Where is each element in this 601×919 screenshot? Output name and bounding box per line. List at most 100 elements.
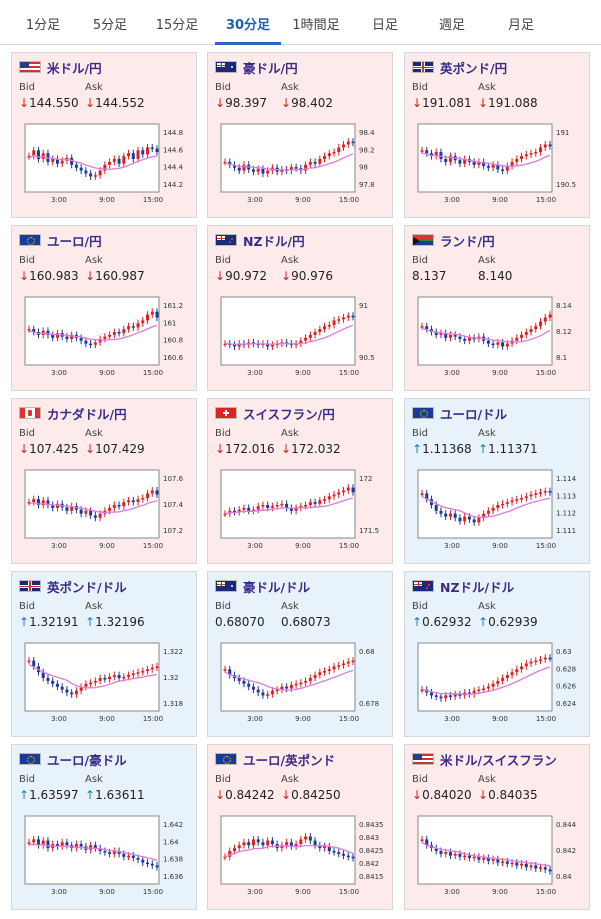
candle-body — [467, 516, 471, 520]
rate-card[interactable]: ユーロ/豪ドル Bid Ask ↑1.63597 ↑1.63611 1.642 1.64 1.… — [11, 744, 197, 910]
pair-name[interactable]: NZドル/円 — [243, 233, 305, 249]
moving-average-line — [421, 666, 551, 695]
rate-card[interactable]: ランド/円 Bid Ask 8.137 8.140 8.14 8.12 8.1 3:00 9:00… — [404, 225, 590, 391]
pair-header[interactable]: 英ポンド/ドル — [19, 578, 127, 595]
rate-card[interactable]: 英ポンド/円 Bid Ask ↓191.081 ↓191.088 191 190.5 3:00… — [404, 52, 590, 218]
x-tick-label: 3:00 — [444, 542, 460, 550]
candle-body — [266, 505, 270, 508]
rate-card[interactable]: 米ドル/円 Bid Ask ↓144.550 ↓144.552 144.8 144.6 144… — [11, 52, 197, 218]
price-chart[interactable]: 172 171.5 3:00 9:00 15:00 — [215, 466, 389, 552]
pair-name[interactable]: 英ポンド/円 — [440, 60, 508, 76]
candle-body — [520, 863, 524, 866]
rate-card[interactable]: ユーロ/円 Bid Ask ↓160.983 ↓160.987 161.2 161 160.8… — [11, 225, 197, 391]
pair-header[interactable]: 米ドル/円 — [19, 59, 102, 76]
pair-name[interactable]: 英ポンド/ドル — [47, 579, 127, 595]
rate-card[interactable]: スイスフラン/円 Bid Ask ↓172.016 ↓172.032 172 171.5 3:… — [207, 398, 393, 564]
pair-header[interactable]: 英ポンド/円 — [412, 59, 508, 76]
candle-body — [472, 690, 476, 695]
candle-body — [79, 844, 83, 847]
candle-body — [448, 695, 452, 697]
candle-body — [89, 173, 93, 177]
pair-header[interactable]: ユーロ/豪ドル — [19, 751, 127, 768]
candle-body — [458, 160, 462, 164]
candle-body — [280, 503, 284, 506]
tab-6[interactable]: 週足 — [438, 18, 465, 33]
candle-body — [342, 317, 346, 320]
pair-header[interactable]: ユーロ/英ポンド — [215, 751, 336, 768]
y-tick-label: 1.114 — [556, 475, 577, 483]
price-chart[interactable]: 107.6 107.4 107.2 3:00 9:00 15:00 — [19, 466, 193, 552]
rate-card[interactable]: 豪ドル/円 Bid Ask ↓98.397 ↓98.402 98.4 98.2 98 97.8 3… — [207, 52, 393, 218]
pair-header[interactable]: 米ドル/スイスフラン — [412, 751, 557, 768]
pair-name[interactable]: ユーロ/英ポンド — [243, 752, 336, 768]
pair-name[interactable]: ユーロ/円 — [47, 233, 102, 249]
pair-header[interactable]: ランド/円 — [412, 232, 495, 249]
rate-card[interactable]: 豪ドル/ドル Bid Ask 0.68070 0.68073 0.68 0.678 3:00 9… — [207, 571, 393, 737]
tab-7[interactable]: 月足 — [507, 18, 534, 33]
price-chart[interactable]: 144.8 144.6 144.4 144.2 3:00 9:00 15:00 — [19, 120, 193, 206]
ask-label: Ask — [281, 428, 299, 439]
price-chart[interactable]: 1.642 1.64 1.638 1.636 3:00 9:00 15:00 — [19, 812, 193, 898]
bid-value: ↑0.62932 — [412, 615, 472, 629]
price-chart[interactable]: 0.8435 0.843 0.8425 0.842 0.8415 3:00 9:00 15:0… — [215, 812, 389, 898]
tab-4[interactable]: 1時間足 — [292, 18, 340, 33]
pair-name[interactable]: 豪ドル/ドル — [243, 579, 311, 595]
plot-area — [220, 123, 356, 193]
tab-0[interactable]: 1分足 — [25, 18, 61, 33]
y-tick-label: 144.6 — [163, 146, 184, 154]
plot-area — [220, 642, 356, 712]
rate-card[interactable]: NZドル/ドル Bid Ask ↑0.62932 ↑0.62939 0.63 0.628 0.… — [404, 571, 590, 737]
candle-body — [270, 690, 274, 695]
pair-name[interactable]: ユーロ/ドル — [440, 406, 508, 422]
candle-body — [112, 159, 116, 162]
pair-name[interactable]: 豪ドル/円 — [243, 60, 298, 76]
pair-header[interactable]: 豪ドル/円 — [215, 59, 298, 76]
rate-card[interactable]: 英ポンド/ドル Bid Ask ↑1.32191 ↑1.32196 1.322 1.32 1.… — [11, 571, 197, 737]
rate-card[interactable]: カナダドル/円 Bid Ask ↓107.425 ↓107.429 107.6 107.4 1… — [11, 398, 197, 564]
pair-header[interactable]: カナダドル/円 — [19, 405, 127, 422]
price-chart[interactable]: 0.63 0.628 0.626 0.624 3:00 9:00 15:00 — [412, 639, 586, 725]
bid-label: Bid — [215, 774, 231, 785]
pair-name[interactable]: ランド/円 — [440, 233, 495, 249]
tab-1[interactable]: 5分足 — [92, 18, 128, 33]
pair-header[interactable]: ユーロ/円 — [19, 232, 102, 249]
candle-body — [117, 332, 121, 334]
candle-body — [289, 167, 293, 171]
rate-card[interactable]: 米ドル/スイスフラン Bid Ask ↓0.84020 ↓0.84035 0.844 0.8… — [404, 744, 590, 910]
price-chart[interactable]: 0.844 0.842 0.84 3:00 9:00 15:00 — [412, 812, 586, 898]
pair-name[interactable]: 米ドル/円 — [47, 60, 102, 76]
candle-body — [453, 694, 457, 697]
pair-name[interactable]: 米ドル/スイスフラン — [440, 752, 557, 768]
price-chart[interactable]: 1.322 1.32 1.318 3:00 9:00 15:00 — [19, 639, 193, 725]
pair-header[interactable]: ユーロ/ドル — [412, 405, 508, 422]
pair-header[interactable]: 豪ドル/ドル — [215, 578, 311, 595]
ask-value: ↓172.032 — [281, 442, 341, 456]
bid-value: ↑1.32191 — [19, 615, 79, 629]
pair-name[interactable]: カナダドル/円 — [47, 406, 127, 422]
tab-5[interactable]: 日足 — [371, 18, 398, 33]
candle-body — [242, 507, 246, 510]
pair-header[interactable]: スイスフラン/円 — [215, 405, 335, 422]
price-chart[interactable]: 98.4 98.2 98 97.8 3:00 9:00 15:00 — [215, 120, 389, 206]
tab-2[interactable]: 15分足 — [155, 18, 199, 33]
pair-name[interactable]: ユーロ/豪ドル — [47, 752, 127, 768]
pair-name[interactable]: スイスフラン/円 — [243, 406, 335, 422]
candle-body — [453, 334, 457, 337]
rate-card[interactable]: NZドル/円 Bid Ask ↓90.972 ↓90.976 91 90.5 3:00 9:00… — [207, 225, 393, 391]
pair-header[interactable]: NZドル/円 — [215, 232, 305, 249]
price-chart[interactable]: 191 190.5 3:00 9:00 15:00 — [412, 120, 586, 206]
candle-body — [127, 153, 131, 157]
price-chart[interactable]: 161.2 161 160.8 160.6 3:00 9:00 15:00 — [19, 293, 193, 379]
tab-3[interactable]: 30分足 — [225, 18, 271, 33]
price-chart[interactable]: 8.14 8.12 8.1 3:00 9:00 15:00 — [412, 293, 586, 379]
price-chart[interactable]: 91 90.5 3:00 9:00 15:00 — [215, 293, 389, 379]
rate-card[interactable]: ユーロ/英ポンド Bid Ask ↓0.84242 ↓0.84250 0.8435 0.84… — [207, 744, 393, 910]
price-chart[interactable]: 0.68 0.678 3:00 9:00 15:00 — [215, 639, 389, 725]
candle-body — [529, 494, 533, 497]
candle-body — [434, 695, 438, 697]
price-chart[interactable]: 1.114 1.113 1.112 1.111 3:00 9:00 15:00 — [412, 466, 586, 552]
pair-name[interactable]: NZドル/ドル — [440, 579, 515, 595]
pair-header[interactable]: NZドル/ドル — [412, 578, 515, 595]
arrow-down-icon: ↓ — [19, 96, 30, 110]
rate-card[interactable]: ユーロ/ドル Bid Ask ↑1.11368 ↑1.11371 1.114 1.113 1.… — [404, 398, 590, 564]
